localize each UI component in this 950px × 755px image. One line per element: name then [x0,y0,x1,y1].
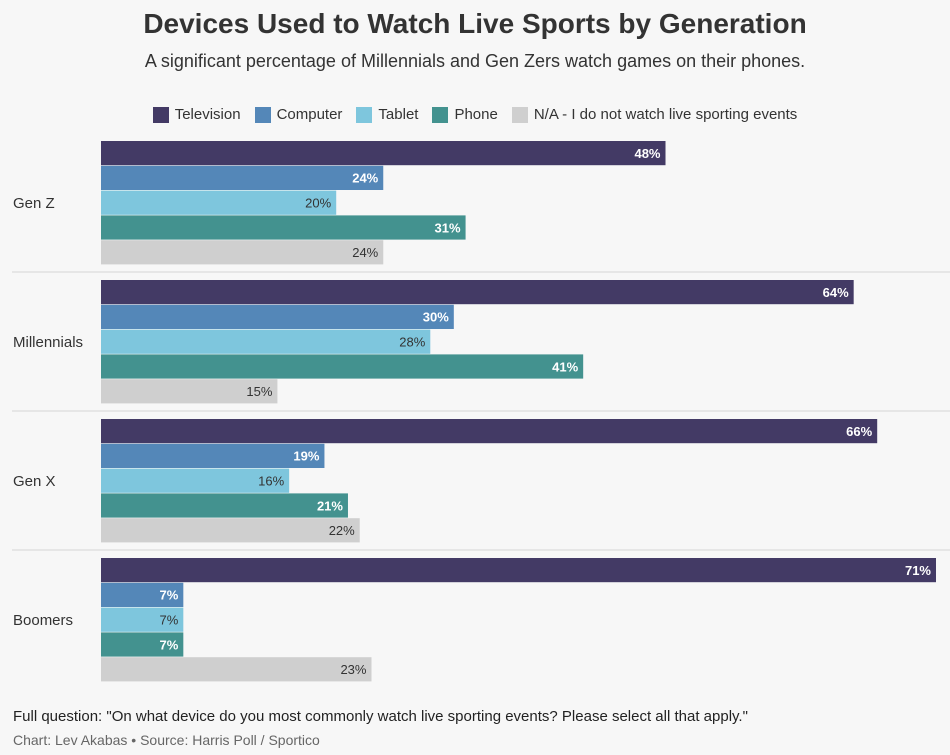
data-label-gen-z-n: 24% [352,245,378,260]
bar-gen-z-n [101,240,384,265]
data-label-boomers-n: 23% [340,662,366,677]
data-label-gen-x-n: 22% [329,523,355,538]
bar-boomers-phone [101,632,184,657]
legend-item-phone: Phone [432,106,498,123]
data-label-gen-x-phone: 21% [317,498,343,513]
bar-boomers-computer [101,582,184,607]
data-label-gen-z-computer: 24% [352,171,378,186]
data-label-millennials-n: 15% [246,384,272,399]
data-label-boomers-tablet: 7% [160,613,179,628]
bar-gen-x-tablet [101,468,290,493]
data-label-millennials-television: 64% [823,285,849,300]
bar-gen-z-computer [101,165,384,190]
bar-boomers-tablet [101,607,184,632]
bar-millennials-n [101,379,278,404]
source-credit: Chart: Lev Akabas • Source: Harris Poll … [13,732,320,748]
bar-gen-x-phone [101,493,348,518]
legend-label-phone: Phone [454,106,498,123]
legend: Television Computer Tablet Phone N/A - I… [0,106,950,123]
bar-gen-x-television [101,419,878,444]
bar-boomers-n [101,657,372,682]
bar-gen-x-computer [101,443,325,468]
data-label-gen-z-tablet: 20% [305,196,331,211]
legend-item-computer: Computer [254,106,343,123]
legend-label-na: N/A - I do not watch live sporting event… [533,106,798,123]
legend-label-tablet: Tablet [378,106,419,123]
data-label-millennials-tablet: 28% [399,335,425,350]
footnote: Full question: "On what device do you mo… [13,708,748,725]
legend-item-television: Television [152,106,241,123]
category-label-gen-z: Gen Z [13,195,55,212]
bar-gen-z-phone [101,215,466,240]
data-label-gen-x-tablet: 16% [258,474,284,489]
data-label-boomers-phone: 7% [160,637,179,652]
chart-title: Devices Used to Watch Live Sports by Gen… [143,8,807,39]
bar-millennials-television [101,280,854,305]
bar-millennials-computer [101,304,454,329]
data-label-gen-z-phone: 31% [435,220,461,235]
legend-swatch-tablet [356,106,373,123]
legend-item-na: N/A - I do not watch live sporting event… [511,106,798,123]
data-label-gen-x-computer: 19% [293,449,319,464]
bar-gen-x-n [101,518,360,543]
legend-swatch-na [511,106,528,123]
legend-label-television: Television [174,106,241,123]
legend-swatch-phone [432,106,449,123]
bar-millennials-phone [101,354,584,379]
legend-label-computer: Computer [276,106,343,123]
chart-subtitle: A significant percentage of Millennials … [144,51,806,71]
legend-swatch-television [152,106,169,123]
data-label-gen-x-television: 66% [846,424,872,439]
bar-gen-z-television [101,141,666,166]
bar-chart: Gen Z 48% 24% 20% 31% 24% Millennials 64% 30% 28%… [12,141,950,682]
data-label-boomers-television: 71% [905,563,931,578]
legend-item-tablet: Tablet [356,106,418,123]
data-label-gen-z-television: 48% [634,146,660,161]
category-label-gen-x: Gen X [13,473,56,490]
data-label-millennials-phone: 41% [552,359,578,374]
bar-millennials-tablet [101,329,431,354]
bar-gen-z-tablet [101,190,337,215]
legend-swatch-computer [254,106,271,123]
data-label-millennials-computer: 30% [423,310,449,325]
data-label-boomers-computer: 7% [160,588,179,603]
category-label-boomers: Boomers [13,612,73,629]
bar-boomers-television [101,558,936,583]
category-label-millennials: Millennials [13,334,83,351]
